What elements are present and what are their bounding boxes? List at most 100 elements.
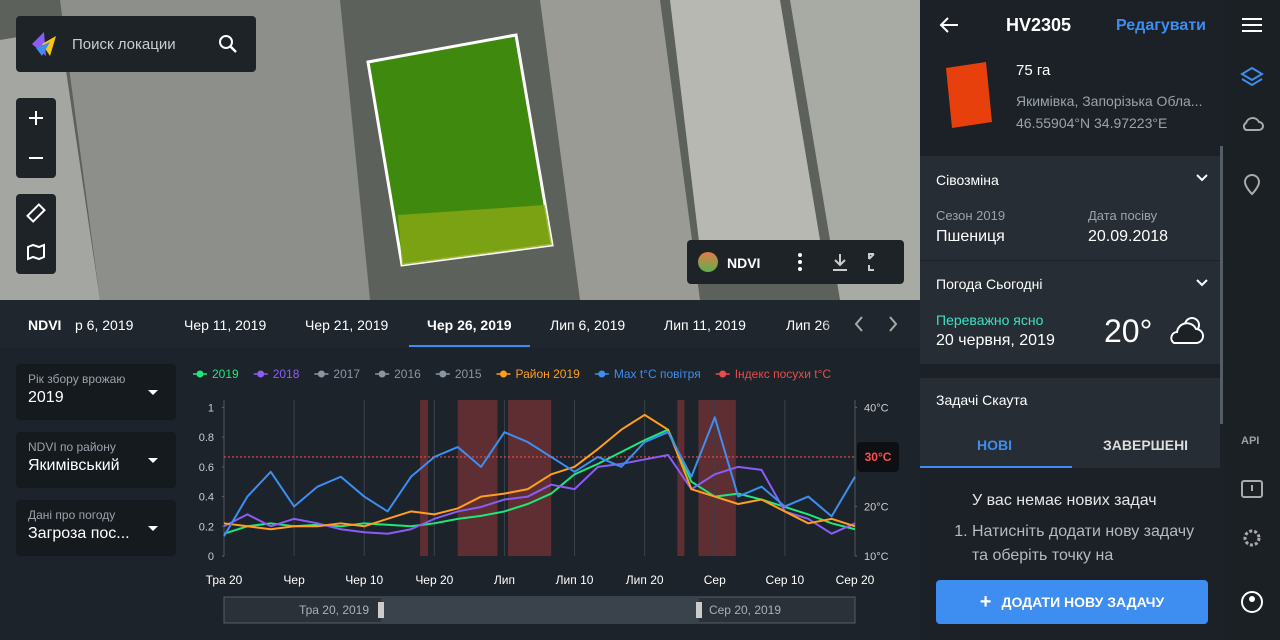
field-name: HV2305 xyxy=(1006,15,1072,35)
weather-condition: Переважно ясно xyxy=(936,312,1044,328)
tool-icons[interactable] xyxy=(16,194,56,274)
series-line xyxy=(223,416,856,537)
filter-value: Якимівський xyxy=(28,457,120,474)
logo-icon xyxy=(32,32,56,56)
plus-icon: + xyxy=(979,590,992,613)
legend-label[interactable]: 2016 xyxy=(394,367,421,381)
field-panel: HV2305 Редагувати 75 га Якимівка, Запорі… xyxy=(920,0,1224,640)
series-line xyxy=(223,453,856,535)
timeline-date[interactable]: р 6, 2019 xyxy=(75,317,134,333)
edit-link[interactable]: Редагувати xyxy=(1116,17,1206,34)
zoom-controls xyxy=(16,98,56,178)
filter-select[interactable]: NDVI по району Якимівський xyxy=(16,432,176,488)
field-shape xyxy=(946,62,992,128)
weather-title[interactable]: Погода Сьогодні xyxy=(936,276,1043,292)
legend-label[interactable]: 2018 xyxy=(273,367,300,381)
legend-label[interactable]: Max t°C повітря xyxy=(614,367,701,381)
timeline-date[interactable]: Лип 11, 2019 xyxy=(664,317,746,333)
x-tick-label: Лип xyxy=(494,573,515,587)
legend-label[interactable]: 2015 xyxy=(455,367,482,381)
threshold-label: 30°C xyxy=(865,450,892,464)
field-coords: 46.55904°N 34.97223°E xyxy=(1016,115,1168,131)
caret xyxy=(148,390,158,395)
y-tick-label: 0 xyxy=(208,551,214,563)
weather-section: Погода Сьогодні Переважно ясно 20 червня… xyxy=(920,261,1220,364)
icon-sidebar: API xyxy=(1224,0,1280,640)
y-tick-label: 0.4 xyxy=(199,492,214,504)
tasks-empty: У вас немає нових задач xyxy=(972,492,1157,509)
add-task-button[interactable]: + ДОДАТИ НОВУ ЗАДАЧУ xyxy=(936,580,1208,624)
drought-period xyxy=(677,400,685,556)
season-value: Пшениця xyxy=(936,228,1005,245)
field-location: Якимівка, Запорізька Обла... xyxy=(1016,93,1203,109)
sowing-value: 20.09.2018 xyxy=(1088,228,1169,245)
rotation-title[interactable]: Сівозміна xyxy=(936,172,999,188)
tasks-section: Задачі Скаута НОВІ ЗАВЕРШЕНІ xyxy=(920,378,1220,468)
ndvi-icon xyxy=(698,252,718,272)
tasks-steps: Натисніть додати нову задачу та оберіть … xyxy=(946,520,1210,568)
range-end: Сер 20, 2019 xyxy=(709,603,781,617)
api-label[interactable]: API xyxy=(1241,435,1260,447)
timeline-date[interactable]: Чер 26, 2019 xyxy=(427,317,512,333)
x-tick-label: Сер 10 xyxy=(766,573,805,587)
filter-label: Рік збору врожаю xyxy=(28,372,126,386)
range-handle[interactable] xyxy=(378,602,384,618)
tools xyxy=(16,194,56,274)
map[interactable] xyxy=(0,0,920,300)
x-tick-label: Лип 20 xyxy=(626,573,664,587)
timeline-date[interactable]: Чер 11, 2019 xyxy=(184,317,267,333)
legend-label[interactable]: Район 2019 xyxy=(516,367,581,381)
task-step: Натисніть додати нову задачу та оберіть … xyxy=(972,520,1210,568)
layer-name[interactable]: NDVI xyxy=(727,255,761,271)
filter-value: Загроза пос... xyxy=(28,525,130,542)
chevron[interactable] xyxy=(1196,174,1208,182)
x-tick-label: Чер 10 xyxy=(345,573,383,587)
caret xyxy=(148,526,158,531)
y-tick-label: 0.2 xyxy=(199,521,214,533)
y2-tick-label: 10°C xyxy=(864,551,889,563)
timeline-date[interactable]: Чер 21, 2019 xyxy=(305,317,389,333)
search-box[interactable]: Поиск локации xyxy=(16,16,256,72)
filter-value: 2019 xyxy=(28,389,64,406)
tab-new[interactable]: НОВІ xyxy=(977,437,1012,453)
timeline-label: NDVI xyxy=(28,317,62,333)
timeline-fade xyxy=(820,300,848,348)
zoom-icons[interactable] xyxy=(16,98,56,178)
filter-select[interactable]: Дані про погоду Загроза пос... xyxy=(16,500,176,556)
x-tick-label: Сер xyxy=(704,573,726,587)
legend-label[interactable]: Індекс посухи t°C xyxy=(735,367,832,381)
chart: Тра 20 Чер Чер 10 Чер 20 Лип Лип 10 Лип 20 Сер С… xyxy=(193,367,899,624)
timeline-selected xyxy=(409,345,530,347)
scrollbar xyxy=(1220,146,1223,424)
add-task-label: ДОДАТИ НОВУ ЗАДАЧУ xyxy=(1001,594,1165,610)
toolbar-icons[interactable] xyxy=(787,250,897,274)
sidebar-icons[interactable] xyxy=(1240,14,1264,614)
back-icon[interactable] xyxy=(938,14,960,36)
tab-done[interactable]: ЗАВЕРШЕНІ xyxy=(1103,437,1189,453)
legend-label[interactable]: 2017 xyxy=(333,367,360,381)
range-selection xyxy=(381,597,699,623)
search-placeholder: Поиск локации xyxy=(72,35,176,53)
timeline-date[interactable]: Лип 26 xyxy=(786,317,831,333)
y-tick-label: 0.6 xyxy=(199,462,214,474)
search-icon[interactable] xyxy=(218,34,238,54)
drought-period xyxy=(457,400,498,556)
x-tick-label: Чер xyxy=(283,573,305,587)
x-tick-label: Лип 10 xyxy=(556,573,594,587)
field-area: 75 га xyxy=(1016,62,1051,79)
weather-temp: 20° xyxy=(1104,313,1153,349)
range-handle[interactable] xyxy=(696,602,702,618)
layer-toolbar: NDVI xyxy=(687,240,904,284)
drought-period xyxy=(420,400,429,556)
weather-date: 20 червня, 2019 xyxy=(936,332,1055,349)
rotation-section: Сівозміна Сезон 2019 Пшениця Дата посіву… xyxy=(920,156,1220,260)
timeline-date[interactable]: Лип 6, 2019 xyxy=(550,317,626,333)
timeline-arrows[interactable] xyxy=(848,314,908,334)
timeline: NDVI р 6, 2019 Чер 11, 2019 Чер 21, 2019 Че… xyxy=(0,300,920,348)
legend-label[interactable]: 2019 xyxy=(212,367,239,381)
filter-select[interactable]: Рік збору врожаю 2019 xyxy=(16,364,176,420)
threshold-badge xyxy=(857,441,899,472)
x-tick-label: Тра 20 xyxy=(206,573,243,587)
chevron[interactable] xyxy=(1196,279,1208,287)
